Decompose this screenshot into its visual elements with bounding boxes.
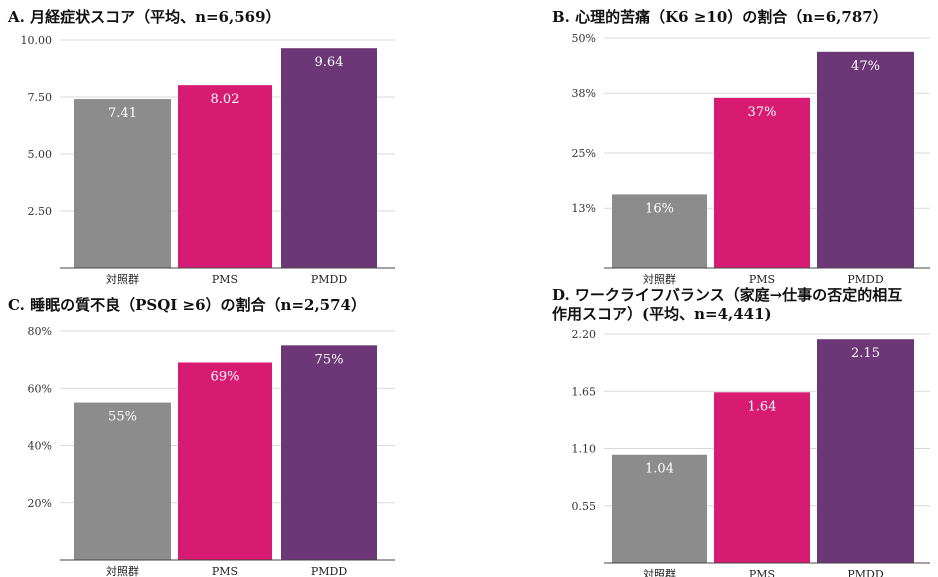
bar-対照群 [74, 402, 171, 560]
y-tick-label: 2.20 [572, 328, 597, 341]
category-label: 対照群 [643, 567, 676, 577]
bar-pmdd [817, 339, 914, 563]
data-label: 55% [108, 410, 137, 425]
data-label: 47% [851, 59, 880, 74]
bar-pmdd [281, 345, 377, 560]
data-label: 75% [315, 352, 344, 367]
category-label: PMS [212, 273, 238, 286]
data-label: 37% [748, 105, 777, 120]
chart-panel-d: D. ワークライフバランス（家庭→仕事の否定的相互作用スコア）(平均、n=4,4… [552, 286, 930, 577]
y-tick-label: 2.50 [28, 205, 53, 218]
bar-対照群 [612, 454, 707, 563]
data-label: 7.41 [108, 106, 137, 121]
bar-対照群 [74, 99, 171, 268]
chart-title: D. ワークライフバランス（家庭→仕事の否定的相互 [552, 286, 902, 304]
chart-title: C. 睡眠の質不良（PSQI ≥6）の割合（n=2,574） [8, 296, 366, 314]
y-tick-label: 38% [572, 87, 596, 100]
y-tick-label: 13% [572, 202, 596, 215]
data-label: 16% [645, 201, 674, 216]
data-label: 1.04 [645, 462, 674, 477]
data-label: 8.02 [211, 92, 240, 107]
y-tick-label: 50% [572, 32, 596, 45]
y-tick-label: 25% [572, 147, 596, 160]
y-tick-label: 1.65 [572, 385, 597, 398]
y-tick-label: 20% [28, 497, 52, 510]
category-label: PMDD [847, 568, 883, 577]
y-tick-label: 5.00 [28, 148, 53, 161]
category-label: PMS [212, 565, 238, 577]
y-tick-label: 60% [28, 382, 52, 395]
y-tick-label: 10.00 [21, 34, 53, 47]
category-label: PMS [749, 273, 775, 286]
bar-pmdd [817, 51, 914, 268]
chart-panel-c: C. 睡眠の質不良（PSQI ≥6）の割合（n=2,574） 20% 40% 60% 8… [8, 296, 395, 577]
y-tick-label: 1.10 [572, 443, 597, 456]
bar-pms [714, 392, 810, 563]
y-tick-label: 7.50 [28, 91, 53, 104]
bar-pms [178, 85, 272, 268]
category-label: PMDD [847, 273, 883, 286]
category-label: 対照群 [106, 564, 139, 577]
bar-pms [714, 97, 810, 268]
data-label: 69% [211, 369, 240, 384]
y-tick-label: 40% [28, 440, 52, 453]
category-label: PMDD [311, 273, 347, 286]
bar-pms [178, 362, 272, 560]
category-label: PMS [749, 568, 775, 577]
chart-panel-b: B. 心理的苦痛（K6 ≥10）の割合（n=6,787） 13% 25% 38% 50%… [552, 8, 930, 286]
category-label: PMDD [311, 565, 347, 577]
chart-panel-a: A. 月経症状スコア（平均、n=6,569） 2.50 5.00 7.50 10.00 7… [7, 8, 395, 286]
y-tick-label: 0.55 [572, 500, 597, 513]
category-label: 対照群 [643, 272, 676, 286]
chart-title: 作用スコア）(平均、n=4,441) [552, 305, 772, 323]
data-label: 1.64 [748, 399, 777, 414]
bar-pmdd [281, 48, 377, 268]
data-label: 9.64 [315, 55, 344, 70]
category-label: 対照群 [106, 272, 139, 286]
chart-title: B. 心理的苦痛（K6 ≥10）の割合（n=6,787） [552, 8, 888, 26]
data-label: 2.15 [851, 346, 880, 361]
bar-対照群 [612, 194, 707, 268]
y-tick-label: 80% [28, 325, 52, 338]
chart-title: A. 月経症状スコア（平均、n=6,569） [7, 8, 281, 26]
